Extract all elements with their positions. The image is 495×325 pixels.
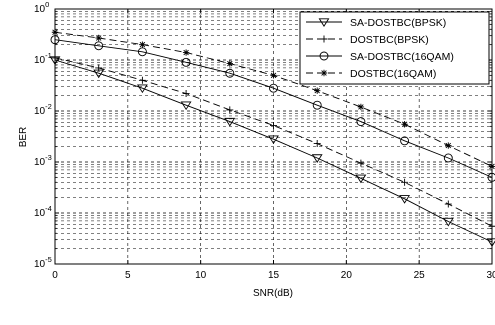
data-point	[356, 117, 366, 127]
data-point	[226, 106, 234, 114]
data-point	[442, 217, 454, 227]
legend-box	[299, 11, 490, 85]
legend-label: DOSTBC(16QAM)	[350, 68, 436, 80]
data-point	[401, 121, 408, 128]
data-point	[355, 174, 367, 184]
data-point	[268, 135, 279, 145]
y-tick-label: 10-2	[34, 102, 52, 117]
x-tick-label: 25	[414, 270, 426, 281]
series-line	[54, 39, 493, 178]
data-point	[311, 154, 323, 163]
grid-layer	[55, 9, 492, 264]
legend-item: DOSTBC(16QAM)	[306, 68, 436, 80]
x-tick-label: 10	[195, 270, 207, 281]
data-point	[270, 121, 277, 129]
data-point	[357, 159, 365, 167]
data-point	[401, 178, 409, 186]
x-tick-label: 30	[486, 270, 495, 281]
x-tick-label: 0	[52, 270, 58, 281]
data-point	[95, 34, 102, 42]
data-point	[445, 142, 452, 149]
data-point	[225, 68, 235, 78]
data-point	[182, 90, 190, 98]
legend-label: DOSTBC(BPSK)	[350, 34, 429, 46]
legend-item: DOSTBC(BPSK)	[306, 34, 429, 46]
data-point	[269, 83, 278, 93]
data-point	[312, 100, 322, 110]
legend-item: SA-DOSTBC(BPSK)	[306, 17, 446, 29]
y-tick-label: 10-1	[34, 51, 52, 66]
y-tick-label: 10-5	[34, 255, 52, 270]
legend-label: SA-DOSTBC(BPSK)	[350, 17, 446, 29]
data-point	[444, 200, 452, 208]
y-tick-label: 10-4	[34, 204, 52, 219]
legend-item: SA-DOSTBC(16QAM)	[306, 51, 454, 63]
x-tick-label: 5	[125, 270, 131, 281]
data-point	[314, 87, 321, 94]
y-axis-label: BER	[18, 127, 29, 148]
data-point	[95, 64, 103, 72]
y-tick-label: 100	[34, 0, 49, 15]
legend-marker	[320, 69, 328, 77]
y-tick-label: 10-3	[34, 153, 52, 168]
legend-label: SA-DOSTBC(16QAM)	[350, 51, 454, 63]
data-point	[400, 136, 410, 146]
data-point	[443, 153, 453, 163]
data-point	[399, 195, 411, 204]
data-point	[139, 41, 146, 48]
data-point	[313, 140, 321, 148]
data-point	[270, 72, 277, 79]
data-point	[180, 101, 192, 111]
x-tick-label: 20	[341, 270, 353, 281]
series-line	[54, 57, 493, 227]
legend-marker	[319, 51, 329, 61]
data-point	[182, 49, 190, 56]
data-point	[181, 57, 191, 67]
legend-marker	[318, 18, 330, 27]
legend: SA-DOSTBC(BPSK) DOSTBC(BPSK) SA-DOSTBC(16Q…	[299, 11, 490, 85]
series-1	[49, 56, 495, 247]
data-point	[224, 117, 236, 127]
x-axis-label: SNR(dB)	[253, 288, 293, 299]
data-point	[138, 76, 146, 84]
data-point	[357, 103, 365, 111]
tick-layer: 0 5 10 15 20 25 30 100 10-1 10-2 10-3 10-4 10-5	[34, 0, 495, 281]
data-point	[226, 60, 233, 67]
data-point	[136, 84, 148, 94]
legend-marker	[320, 35, 328, 43]
x-tick-label: 15	[268, 270, 280, 281]
series-line	[54, 59, 493, 243]
data-point	[94, 41, 104, 51]
